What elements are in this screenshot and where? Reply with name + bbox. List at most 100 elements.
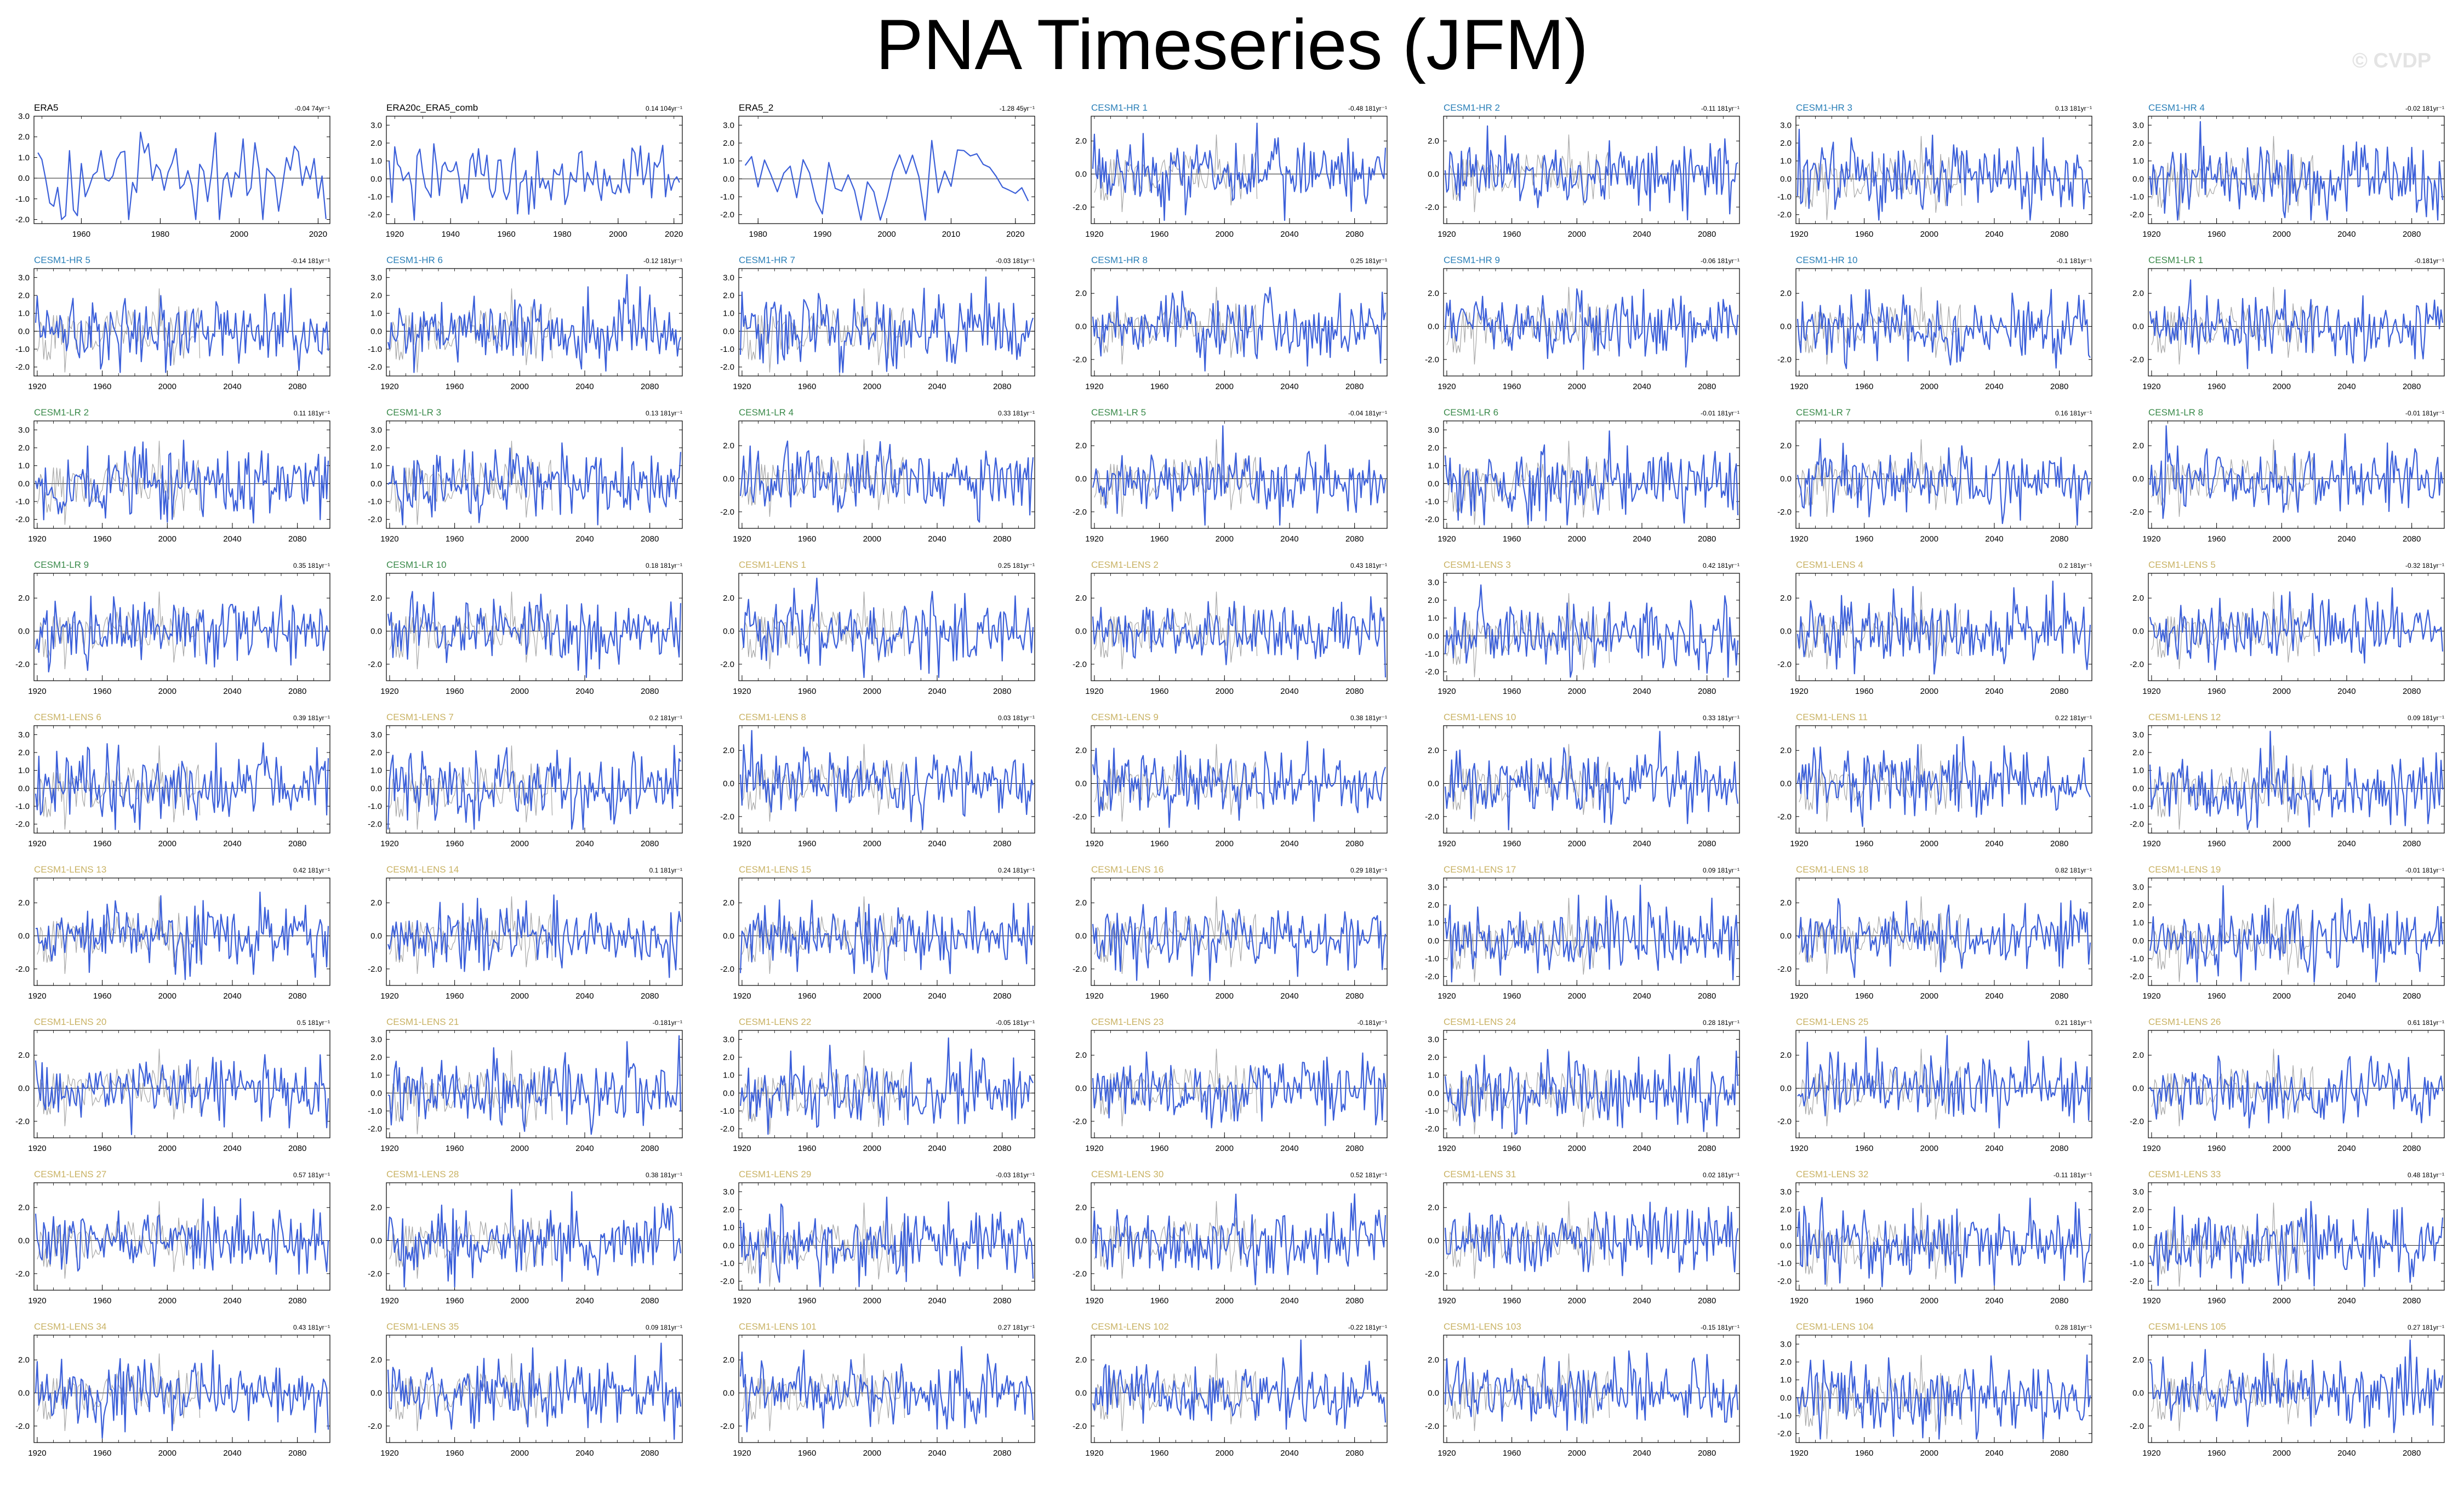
x-tick-label: 1920 (1438, 1296, 1456, 1306)
x-tick-label: 1960 (446, 1449, 464, 1458)
x-tick-label: 1920 (380, 991, 398, 1001)
y-tick-label: 2.0 (723, 898, 734, 908)
y-tick-label: -2.0 (15, 820, 30, 829)
panel-cesm1-hr-6: CESM1-HR 6 -0.12 181yr⁻¹ 3.0 2.0 1.0 0.0 -1.0 -… (368, 255, 683, 391)
x-tick-label: 2000 (1216, 1296, 1234, 1306)
panel-cesm1-lens-28: CESM1-LENS 28 0.38 181yr⁻¹ 2.0 0.0 -2.0 1920 1… (368, 1169, 683, 1306)
x-tick-label: 2000 (1216, 839, 1234, 848)
trend-label: -0.04 74yr⁻¹ (295, 105, 330, 112)
y-tick-label: 1.0 (1780, 1376, 1792, 1385)
y-tick-label: 2.0 (1780, 1051, 1792, 1060)
panel-cesm1-lens-35: CESM1-LENS 35 0.09 181yr⁻¹ 2.0 0.0 -2.0 1920 1… (368, 1321, 683, 1458)
panel-cesm1-lens-27: CESM1-LENS 27 0.57 181yr⁻¹ 2.0 0.0 -2.0 1920 1… (15, 1169, 330, 1306)
x-tick-label: 2080 (1345, 534, 1364, 544)
y-tick-label: -1.0 (368, 345, 382, 354)
y-tick-label: -2.0 (368, 515, 382, 525)
y-tick-label: -1.0 (15, 497, 30, 506)
x-tick-label: 2040 (2337, 534, 2355, 544)
panel-cesm1-lens-31: CESM1-LENS 31 0.02 181yr⁻¹ 2.0 0.0 -2.0 1920 1… (1425, 1169, 1740, 1306)
y-tick-label: 0.0 (18, 784, 30, 793)
y-tick-label: -2.0 (368, 1269, 382, 1279)
y-tick-label: 2.0 (2132, 900, 2144, 910)
x-tick-label: 1920 (1790, 230, 1808, 239)
x-tick-label: 2040 (223, 534, 241, 544)
x-tick-label: 2080 (1345, 382, 1364, 391)
y-tick-label: -2.0 (15, 1422, 30, 1431)
x-tick-label: 2080 (2403, 1449, 2421, 1458)
plot-frame (1443, 420, 1740, 529)
x-tick-label: 2080 (2050, 991, 2068, 1001)
x-tick-label: 2080 (993, 1296, 1011, 1306)
x-tick-label: 1920 (1085, 534, 1103, 544)
y-tick-label: -2.0 (2130, 210, 2144, 220)
pna-series-line (2149, 1340, 2444, 1433)
plot-frame (2148, 1030, 2445, 1138)
pna-series-line (2149, 587, 2444, 671)
panel-label: CESM1-HR 3 (1796, 102, 1852, 113)
trend-label: 0.11 181yr⁻¹ (294, 409, 330, 417)
pna-series-line (1444, 1201, 1739, 1276)
y-tick-label: 0.0 (18, 479, 30, 488)
panel-cesm1-lens-20: CESM1-LENS 20 0.5 181yr⁻¹ 2.0 0.0 -2.0 1920 19… (15, 1017, 330, 1153)
panel-cesm1-hr-9: CESM1-HR 9 -0.06 181yr⁻¹ 2.0 0.0 -2.0 1920 196… (1425, 255, 1740, 391)
pna-series-line (387, 591, 682, 679)
y-tick-label: 2.0 (370, 1355, 382, 1365)
x-tick-label: 1920 (1085, 1449, 1103, 1458)
x-tick-label: 1920 (733, 1144, 751, 1153)
y-tick-label: -2.0 (1425, 668, 1439, 677)
y-tick-label: -2.0 (1425, 355, 1439, 364)
y-tick-label: 0.0 (1428, 170, 1439, 179)
y-tick-label: -1.0 (720, 1107, 734, 1116)
x-tick-label: 2040 (1280, 534, 1298, 544)
x-tick-label: 2080 (2403, 1144, 2421, 1153)
panel-label: CESM1-LENS 16 (1091, 864, 1163, 875)
y-tick-label: -1.0 (1425, 497, 1439, 506)
trend-label: 0.16 181yr⁻¹ (2055, 409, 2092, 417)
panel-cesm1-lens-11: CESM1-LENS 11 0.22 181yr⁻¹ 2.0 0.0 -2.0 1920 1… (1777, 712, 2092, 848)
panel-label: CESM1-HR 1 (1091, 102, 1148, 113)
panel-label: CESM1-LENS 31 (1444, 1169, 1516, 1179)
y-tick-label: 0.0 (723, 627, 734, 636)
pna-series-line (739, 440, 1034, 523)
x-tick-label: 1920 (1085, 1296, 1103, 1306)
trend-label: -1.28 45yr⁻¹ (1000, 105, 1035, 112)
y-tick-label: -2.0 (1073, 1117, 1087, 1126)
y-tick-label: 1.0 (1780, 1223, 1792, 1233)
y-tick-label: 2.0 (723, 291, 734, 300)
y-tick-label: -2.0 (720, 812, 734, 822)
trend-label: 0.52 181yr⁻¹ (1350, 1171, 1387, 1179)
plot-frame (738, 420, 1035, 529)
x-tick-label: 2040 (1985, 1449, 2003, 1458)
x-tick-label: 1960 (1855, 839, 1873, 848)
plot-frame (1795, 573, 2092, 681)
x-tick-label: 1960 (446, 687, 464, 696)
x-tick-label: 2000 (1568, 1296, 1586, 1306)
x-tick-label: 2080 (641, 687, 659, 696)
x-tick-label: 1920 (2142, 687, 2160, 696)
x-tick-label: 2000 (158, 382, 176, 391)
x-tick-label: 1920 (733, 1449, 751, 1458)
y-tick-label: 2.0 (1428, 289, 1439, 298)
trend-label: -0.22 181yr⁻¹ (1348, 1324, 1387, 1331)
y-tick-label: 3.0 (370, 273, 382, 282)
plot-frame (2148, 1335, 2445, 1443)
y-tick-label: -1.0 (368, 802, 382, 811)
y-tick-label: 2.0 (2132, 139, 2144, 148)
x-tick-label: 1920 (2142, 534, 2160, 544)
panel-label: CESM1-HR 7 (739, 255, 795, 265)
trend-label: 0.61 181yr⁻¹ (2408, 1019, 2444, 1027)
x-tick-label: 2040 (1985, 839, 2003, 848)
y-tick-label: 0.0 (1428, 1389, 1439, 1398)
plot-frame (33, 725, 330, 834)
y-tick-label: 0.0 (1780, 174, 1792, 184)
x-tick-label: 1980 (553, 230, 571, 239)
x-tick-label: 2000 (1920, 991, 1938, 1001)
x-tick-label: 2000 (863, 839, 881, 848)
x-tick-label: 1960 (1855, 1449, 1873, 1458)
y-tick-label: 1.0 (18, 309, 30, 318)
x-tick-label: 2080 (2050, 1144, 2068, 1153)
plot-frame (1795, 1335, 2092, 1443)
x-tick-label: 2040 (575, 534, 594, 544)
y-tick-label: 0.0 (1075, 322, 1087, 332)
y-tick-label: -2.0 (1073, 355, 1087, 364)
